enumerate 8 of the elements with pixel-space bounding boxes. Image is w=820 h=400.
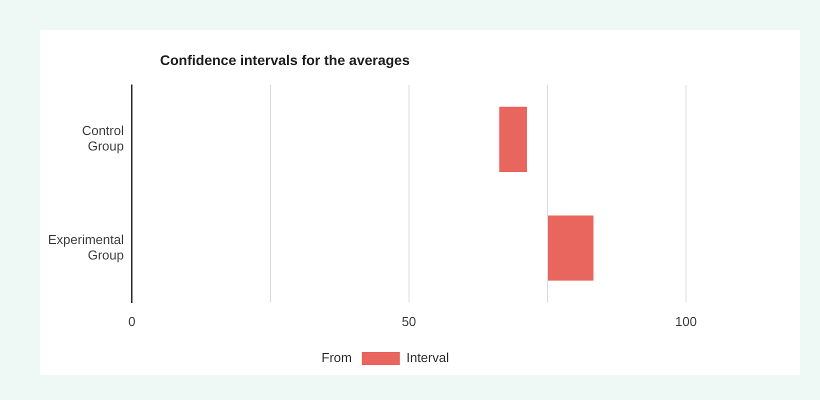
- x-tick-label: 100: [675, 314, 697, 329]
- legend-label: Interval: [406, 350, 450, 366]
- chart-title: Confidence intervals for the averages: [160, 52, 410, 68]
- y-tick-label: Experimental Group: [48, 232, 124, 262]
- x-tick-label: 50: [402, 314, 416, 329]
- text: From: [322, 350, 352, 366]
- y-tick-label: Control Group: [82, 123, 124, 154]
- x-tick-label: 0: [128, 314, 136, 329]
